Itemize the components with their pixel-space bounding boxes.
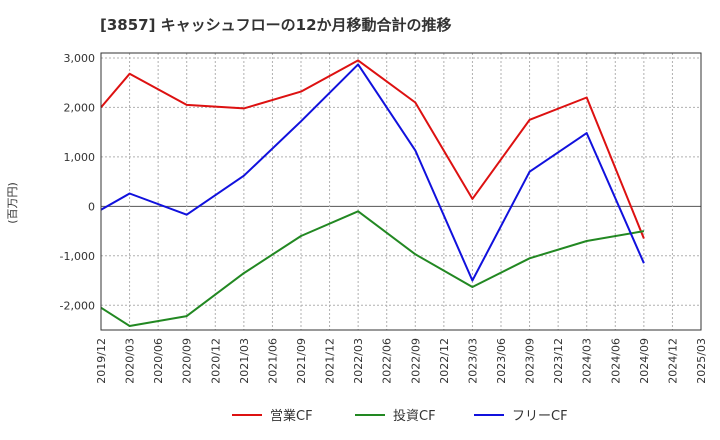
x-tick-label: 2020/12 [209,338,222,384]
x-tick-label: 2022/03 [352,338,365,384]
series-lines [100,59,645,327]
chart-title: [3857] キャッシュフローの12か月移動合計の推移 [100,16,452,34]
series-line-1 [100,210,645,327]
legend-label: 営業CF [270,408,313,424]
grid-lines [100,53,702,330]
series-line-2 [100,63,645,282]
x-tick-label: 2020/06 [152,338,165,384]
y-tick-label: 2,000 [64,101,96,114]
plot-area [100,52,702,331]
x-tick-label: 2023/09 [524,338,537,384]
x-tick-label: 2023/06 [495,338,508,384]
x-tick-label: 2021/09 [295,338,308,384]
x-tick-label: 2021/03 [238,338,251,384]
x-tick-label: 2019/12 [95,338,108,384]
legend: 営業CF 投資CF フリーCF [232,408,568,424]
x-tick-label: 2023/12 [552,338,565,384]
x-tick-label: 2022/12 [438,338,451,384]
y-axis-label: (百万円) [6,182,19,224]
x-tick-label: 2023/03 [466,338,479,384]
legend-label: 投資CF [393,408,436,424]
x-tick-label: 2021/06 [266,338,279,384]
y-tick-label: -2,000 [60,299,95,312]
legend-label: フリーCF [512,409,568,424]
y-tick-label: -1,000 [60,250,95,263]
x-tick-label: 2022/06 [381,338,394,384]
x-tick-label: 2020/03 [124,338,137,384]
x-tick-label: 2020/09 [181,338,194,384]
y-tick-label: 3,000 [64,52,96,65]
x-tick-label: 2024/12 [666,338,679,384]
y-tick-label: 1,000 [64,151,96,164]
x-tick-label: 2024/09 [638,338,651,384]
x-tick-label: 2021/12 [324,338,337,384]
x-tick-label: 2024/06 [609,338,622,384]
y-tick-label: 0 [88,200,95,213]
x-axis-ticks: 2019/12 2020/03 2020/06 2020/09 2020/12 2021/… [95,338,708,384]
x-tick-label: 2024/03 [581,338,594,384]
series-line-0 [100,59,645,239]
y-axis-ticks: 3,000 2,000 1,000 0 -1,000 -2,000 [60,52,95,312]
x-tick-label: 2022/09 [409,338,422,384]
plot-frame [100,52,702,331]
x-tick-label: 2025/03 [695,338,708,384]
